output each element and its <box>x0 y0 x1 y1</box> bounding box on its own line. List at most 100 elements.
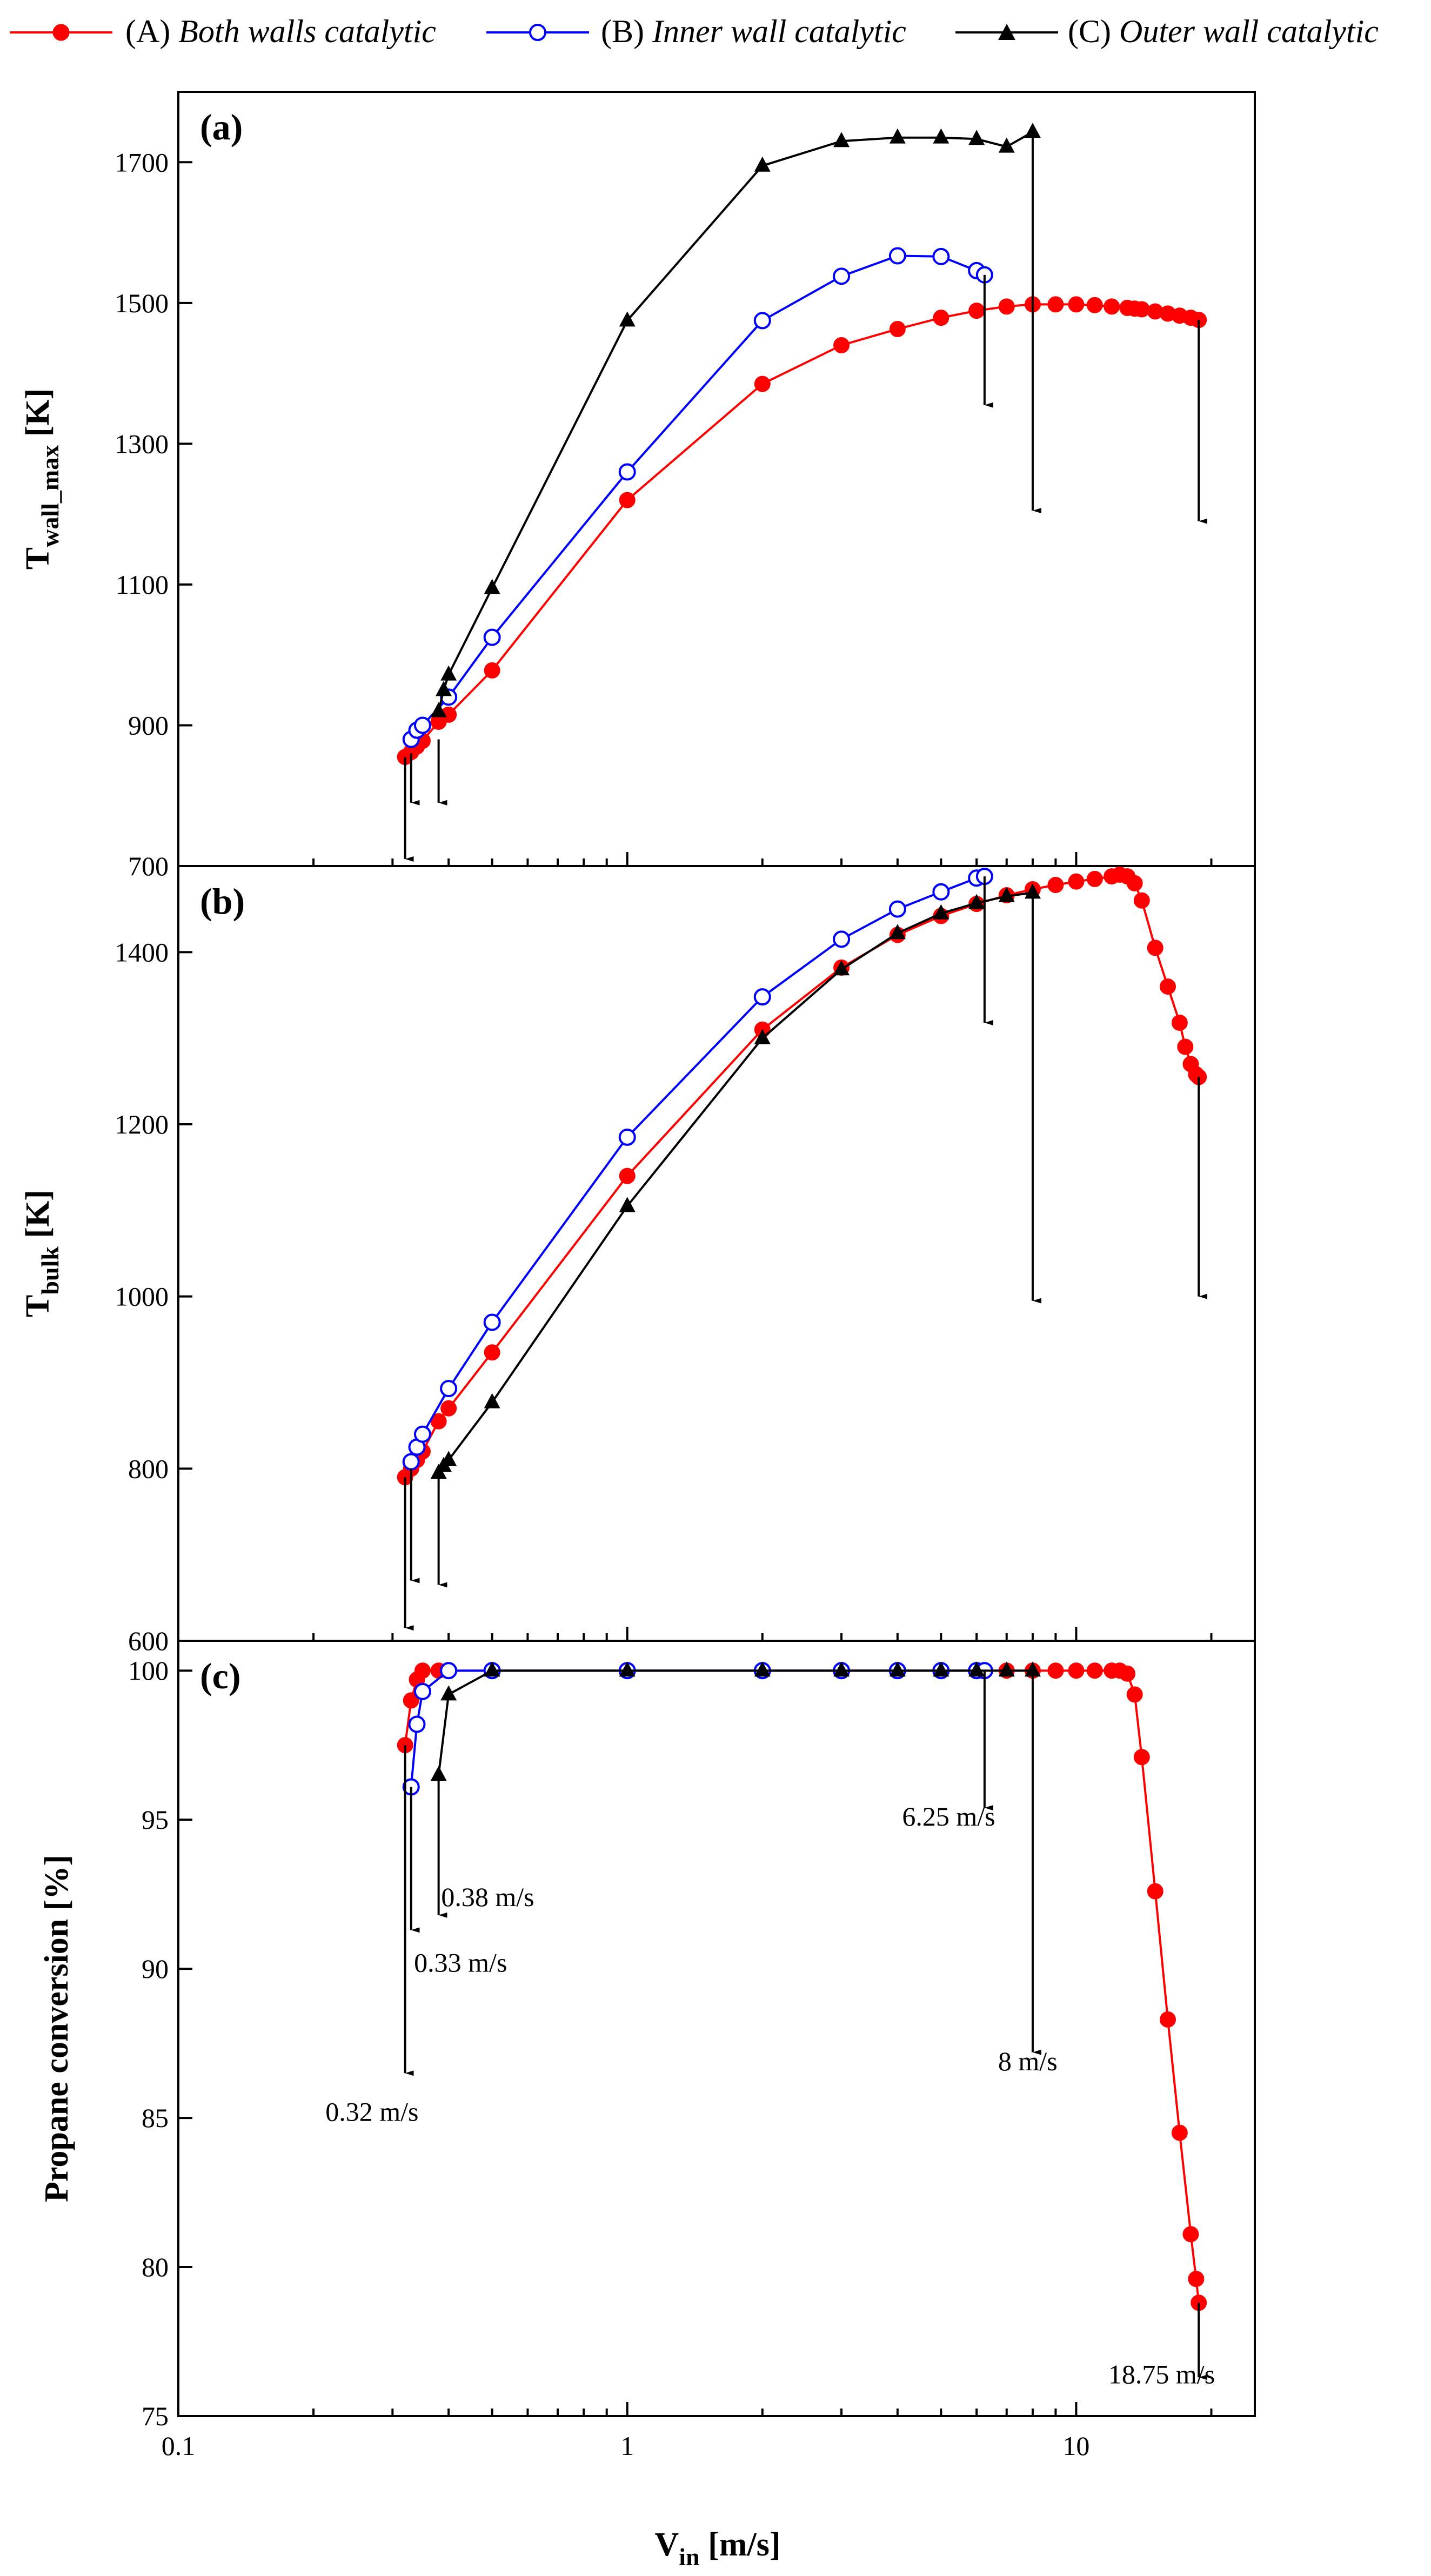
legend-item-a: (A) Both walls catalytic <box>10 14 436 49</box>
data-point-a-a-15 <box>1047 296 1064 313</box>
data-point-b-c-7 <box>889 924 906 940</box>
series-c-b <box>402 1662 993 1796</box>
series-line-c-a <box>404 1669 1200 2303</box>
series-a-a <box>397 296 1207 766</box>
series-line-a-a <box>404 303 1199 758</box>
data-point-b-a-6 <box>484 1344 500 1361</box>
legend-marker-b <box>529 24 546 41</box>
series-c-c <box>430 1661 1041 1781</box>
annotation-c-4: 8 m/s <box>998 2046 1058 2076</box>
data-point-b-c-3 <box>484 1393 500 1408</box>
data-point-c-c-1 <box>440 1685 457 1701</box>
data-point-a-a-10 <box>889 321 906 338</box>
panel-c: 75 80 85 90 95 100 0.1 1 10 (c) Propane conversion… <box>38 1640 1256 2461</box>
data-point-a-a-18 <box>1104 298 1120 315</box>
data-point-a-c-7 <box>889 128 906 144</box>
data-point-c-b-1 <box>408 1715 426 1733</box>
panel-b: 600 800 1000 1200 1400 (b) Tbulk [K] <box>19 865 1256 1656</box>
data-point-a-b-5 <box>618 463 636 481</box>
data-point-b-a-16 <box>1068 873 1085 890</box>
panel-label-c: (c) <box>200 1655 240 1696</box>
data-point-b-b-4 <box>483 1313 501 1331</box>
data-point-b-a-17 <box>1086 870 1103 887</box>
series-line-b-a <box>404 873 1200 1478</box>
data-point-a-c-11 <box>1024 123 1041 138</box>
data-point-a-a-21 <box>1133 301 1150 318</box>
data-point-a-b-7 <box>833 267 851 285</box>
data-point-b-b-3 <box>440 1380 458 1398</box>
data-point-c-c-6 <box>889 1661 906 1677</box>
data-point-b-c-5 <box>754 1029 771 1044</box>
data-point-c-c-8 <box>968 1661 985 1677</box>
data-point-b-b-5 <box>618 1128 636 1146</box>
legend-label-b: (B) Inner wall catalytic <box>601 14 906 49</box>
y-tick-label-c-3: 90 <box>142 1954 169 1984</box>
data-point-b-a-7 <box>619 1168 636 1184</box>
y-tick-label-b-3: 1200 <box>115 1109 169 1139</box>
data-point-a-c-6 <box>833 132 850 147</box>
data-point-c-a-17 <box>1086 1662 1103 1679</box>
data-point-c-a-22 <box>1133 1749 1150 1766</box>
panel-frame-c <box>177 1640 1256 2417</box>
data-point-a-a-6 <box>484 662 500 679</box>
legend-item-c: (C) Outer wall catalytic <box>955 14 1379 49</box>
data-point-c-b-2 <box>413 1682 431 1700</box>
data-point-b-a-26 <box>1177 1038 1194 1055</box>
data-point-a-c-2 <box>440 665 457 681</box>
x-tick-label-0: 0.1 <box>162 2431 196 2461</box>
data-point-c-a-15 <box>1047 1662 1064 1679</box>
data-point-a-c-0 <box>430 702 447 717</box>
data-point-a-a-8 <box>754 375 771 392</box>
data-point-c-c-3 <box>619 1661 636 1677</box>
annotation-c-1: 0.33 m/s <box>414 1948 507 1978</box>
y-tick-label-a-5: 1700 <box>115 147 169 177</box>
panel-a: 700 900 1100 1300 1500 1700 (a) Twall_max [K] <box>19 91 1256 881</box>
data-point-a-a-16 <box>1068 296 1085 313</box>
data-point-c-a-24 <box>1159 2011 1176 2028</box>
data-point-a-c-5 <box>754 156 771 172</box>
legend-label-c: (C) Outer wall catalytic <box>1068 14 1379 49</box>
data-point-b-c-4 <box>619 1197 636 1212</box>
series-b-a <box>397 866 1207 1486</box>
data-point-a-c-4 <box>619 311 636 327</box>
data-point-b-c-10 <box>998 887 1015 902</box>
data-point-a-c-3 <box>484 579 500 594</box>
data-point-c-c-0 <box>430 1766 447 1781</box>
data-point-c-b-3 <box>440 1662 458 1680</box>
data-point-b-a-5 <box>440 1400 457 1417</box>
data-point-b-a-22 <box>1133 892 1150 909</box>
panel-frame-b <box>177 865 1256 1642</box>
data-point-c-c-9 <box>998 1661 1015 1677</box>
data-point-b-b-7 <box>833 930 851 948</box>
data-point-c-a-26 <box>1182 2226 1199 2243</box>
data-point-b-a-15 <box>1047 877 1064 894</box>
data-point-c-c-10 <box>1024 1661 1041 1677</box>
data-point-a-c-10 <box>998 137 1015 153</box>
y-tick-label-a-4: 1500 <box>115 288 169 318</box>
y-tick-label-c-1: 80 <box>142 2252 169 2282</box>
panel-frame-a <box>177 91 1256 867</box>
data-point-a-a-11 <box>933 310 949 326</box>
y-axis-title-b: Tbulk [K] <box>19 1190 64 1317</box>
x-tick-label-2: 10 <box>1062 2431 1089 2461</box>
data-point-c-c-2 <box>484 1661 500 1677</box>
data-point-b-c-6 <box>833 960 850 976</box>
y-tick-label-b-2: 1000 <box>115 1282 169 1312</box>
series-c-a <box>397 1662 1207 2311</box>
data-point-b-c-11 <box>1024 883 1041 899</box>
data-point-a-b-8 <box>888 247 906 265</box>
data-point-b-b-8 <box>888 900 906 918</box>
legend-marker-a <box>52 24 70 41</box>
y-tick-label-a-0: 700 <box>128 851 169 881</box>
panel-label-a: (a) <box>200 106 243 147</box>
data-point-c-a-21 <box>1126 1686 1143 1703</box>
series-line-c-b <box>410 1669 985 1787</box>
x-axis-title: Vin [m/s] <box>655 2526 781 2571</box>
y-axis-title-a: Twall_max [K] <box>19 388 64 570</box>
data-point-a-b-2 <box>413 716 431 734</box>
data-point-b-a-21 <box>1126 875 1143 891</box>
y-tick-label-c-0: 75 <box>142 2401 169 2431</box>
y-tick-label-c-2: 85 <box>142 2103 169 2133</box>
data-point-b-a-24 <box>1159 978 1176 995</box>
